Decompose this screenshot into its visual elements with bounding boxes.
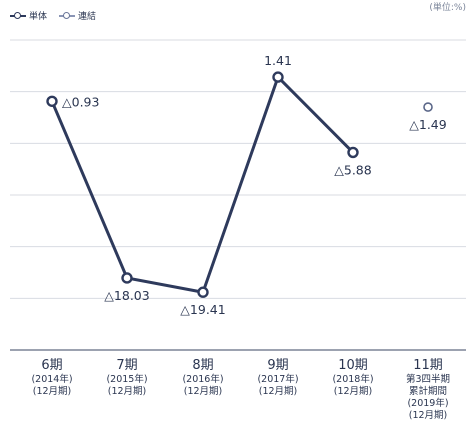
x-tick-label: (2017年) xyxy=(257,373,298,385)
series-line-1 xyxy=(50,75,355,294)
data-label: △5.88 xyxy=(334,162,371,177)
x-tick-label: (2014年) xyxy=(31,373,72,385)
chart-legend: 単体 連結 xyxy=(10,9,96,22)
x-tick-label: (12月期) xyxy=(259,386,298,397)
data-label: △1.49 xyxy=(409,117,446,132)
x-tick-label: (12月期) xyxy=(334,386,373,397)
x-tick-label: (12月期) xyxy=(409,410,448,421)
legend-label-renketsu: 連結 xyxy=(78,12,97,22)
x-tick-label: (2015年) xyxy=(106,373,147,385)
data-point xyxy=(46,95,58,107)
x-tick-label: 9期 xyxy=(267,358,288,373)
legend-marker-hollow-icon xyxy=(59,11,76,20)
x-tick-label: 累計期間 xyxy=(409,385,447,397)
x-tick-label: 7期 xyxy=(116,358,137,373)
x-tick-label: (2019年) xyxy=(407,397,448,409)
data-point xyxy=(272,71,284,83)
x-tick-label: (12月期) xyxy=(108,386,147,397)
legend-label-tandoku: 単体 xyxy=(29,12,48,22)
data-point xyxy=(423,102,433,112)
x-tick-label: (2016年) xyxy=(182,373,223,385)
x-tick-label: 6期 xyxy=(41,358,62,373)
legend-marker-filled-icon xyxy=(10,11,26,20)
x-tick-label: (12月期) xyxy=(33,386,72,397)
data-label: △19.41 xyxy=(180,302,225,317)
x-tick-label: 10期 xyxy=(338,358,368,373)
x-tick-label: (2018年) xyxy=(332,373,373,385)
x-tick-label: (12月期) xyxy=(184,386,223,397)
legend-item-renketsu: 連結 xyxy=(59,9,96,22)
data-label: △0.93 xyxy=(62,94,99,109)
x-tick-label: 第3四半期 xyxy=(406,373,450,385)
data-point xyxy=(197,286,209,298)
x-tick-label: 11期 xyxy=(413,358,443,373)
data-point xyxy=(347,146,359,159)
data-point xyxy=(121,272,133,284)
data-label: 1.41 xyxy=(264,53,292,68)
data-label: △18.03 xyxy=(104,288,149,303)
x-tick-label: 8期 xyxy=(192,358,213,373)
legend-item-tandoku: 単体 xyxy=(10,9,47,22)
unit-label: (単位:%) xyxy=(429,3,466,13)
